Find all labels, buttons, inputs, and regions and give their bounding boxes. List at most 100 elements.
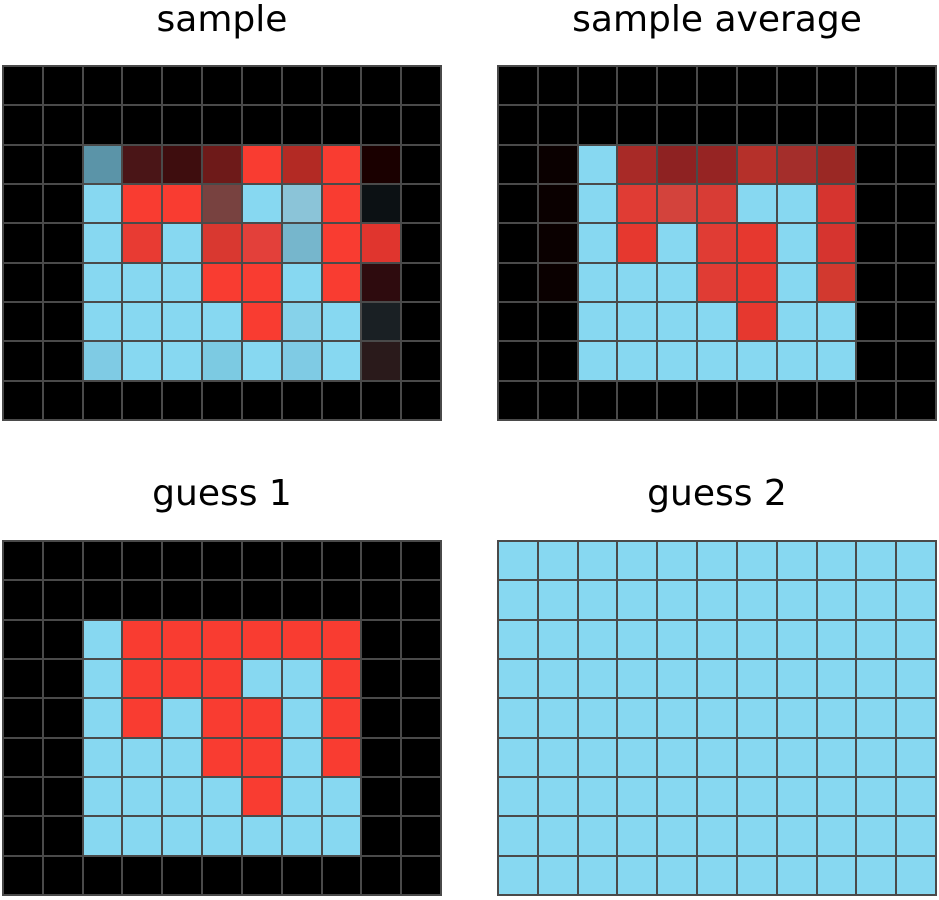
grid-cell xyxy=(123,106,162,144)
grid-cell xyxy=(538,106,577,144)
grid-cell xyxy=(777,777,816,816)
grid-cell xyxy=(402,699,440,737)
grid-cell xyxy=(322,145,361,183)
grid-cell xyxy=(658,817,697,855)
grid-cell xyxy=(578,106,617,144)
grid-cell xyxy=(83,738,122,776)
grid-cell xyxy=(857,302,896,341)
grid-cell xyxy=(698,381,736,419)
grid-cell xyxy=(618,542,657,580)
grid-cell xyxy=(618,817,657,855)
grid-cell xyxy=(618,184,657,223)
grid-cell xyxy=(242,699,281,737)
grid-cell xyxy=(499,738,537,776)
grid-cell xyxy=(242,224,281,262)
grid-cell xyxy=(163,817,202,855)
grid-cell xyxy=(578,184,617,223)
grid-cell xyxy=(402,67,440,105)
grid-cell xyxy=(857,659,896,698)
grid-cell xyxy=(123,224,162,262)
grid-cell xyxy=(362,620,401,658)
grid-cell xyxy=(163,342,202,380)
grid-cell xyxy=(163,224,202,262)
grid-cell xyxy=(282,856,321,894)
grid-cell xyxy=(658,581,697,619)
grid-cell xyxy=(578,620,617,658)
grid-cell xyxy=(123,381,162,419)
grid-cell xyxy=(817,342,856,380)
grid-cell xyxy=(737,302,776,341)
grid-cell xyxy=(242,67,281,105)
grid-cell xyxy=(163,302,202,341)
grid-cell xyxy=(402,224,440,262)
grid-cell xyxy=(4,224,42,262)
grid-cell xyxy=(578,67,617,105)
grid-cell xyxy=(203,302,241,341)
grid-cell xyxy=(163,67,202,105)
grid-cell xyxy=(658,381,697,419)
grid-cell xyxy=(578,856,617,894)
grid-cell xyxy=(499,777,537,816)
grid-cell xyxy=(817,224,856,262)
grid-cell xyxy=(242,184,281,223)
grid-cell xyxy=(897,817,935,855)
grid-cell xyxy=(242,620,281,658)
grid-cell xyxy=(402,542,440,580)
grid-cell xyxy=(242,777,281,816)
grid-cell xyxy=(203,381,241,419)
grid-cell xyxy=(242,817,281,855)
grid-cell xyxy=(538,659,577,698)
grid-cell xyxy=(203,184,241,223)
grid-cell xyxy=(897,738,935,776)
grid-cell xyxy=(163,620,202,658)
grid-cell xyxy=(322,856,361,894)
grid-cell xyxy=(817,263,856,301)
grid-cell xyxy=(658,777,697,816)
grid-cell xyxy=(658,224,697,262)
grid-cell xyxy=(322,184,361,223)
grid-cell xyxy=(618,777,657,816)
grid-cell xyxy=(4,856,42,894)
grid-cell xyxy=(897,620,935,658)
grid-cell xyxy=(83,777,122,816)
grid-cell xyxy=(4,67,42,105)
grid-cell xyxy=(282,738,321,776)
grid-cell xyxy=(123,856,162,894)
grid-cell xyxy=(43,856,82,894)
grid-cell xyxy=(123,659,162,698)
grid-cell xyxy=(4,777,42,816)
grid-cell xyxy=(282,659,321,698)
grid-cell xyxy=(698,263,736,301)
grid-cell xyxy=(777,184,816,223)
grid-cell xyxy=(578,381,617,419)
grid-cell xyxy=(203,581,241,619)
grid-cell xyxy=(658,856,697,894)
grid-cell xyxy=(322,263,361,301)
grid-cell xyxy=(43,145,82,183)
grid-cell xyxy=(857,67,896,105)
grid-cell xyxy=(817,817,856,855)
grid-cell xyxy=(322,777,361,816)
grid-cell xyxy=(242,856,281,894)
grid-cell xyxy=(123,699,162,737)
grid-cell xyxy=(737,381,776,419)
grid-cell xyxy=(817,302,856,341)
grid-cell xyxy=(163,145,202,183)
grid-cell xyxy=(857,699,896,737)
grid-cell xyxy=(163,659,202,698)
grid-cell xyxy=(698,738,736,776)
grid-cell xyxy=(123,67,162,105)
grid-cell xyxy=(282,581,321,619)
grid-cell xyxy=(538,738,577,776)
grid-cell xyxy=(43,184,82,223)
grid-cell xyxy=(43,699,82,737)
grid-cell xyxy=(737,342,776,380)
grid-cell xyxy=(538,620,577,658)
grid-cell xyxy=(618,342,657,380)
grid-cell xyxy=(163,542,202,580)
grid-cell xyxy=(658,302,697,341)
grid-cell xyxy=(322,581,361,619)
grid-cell xyxy=(362,224,401,262)
grid-cell xyxy=(242,263,281,301)
grid-cell xyxy=(538,263,577,301)
